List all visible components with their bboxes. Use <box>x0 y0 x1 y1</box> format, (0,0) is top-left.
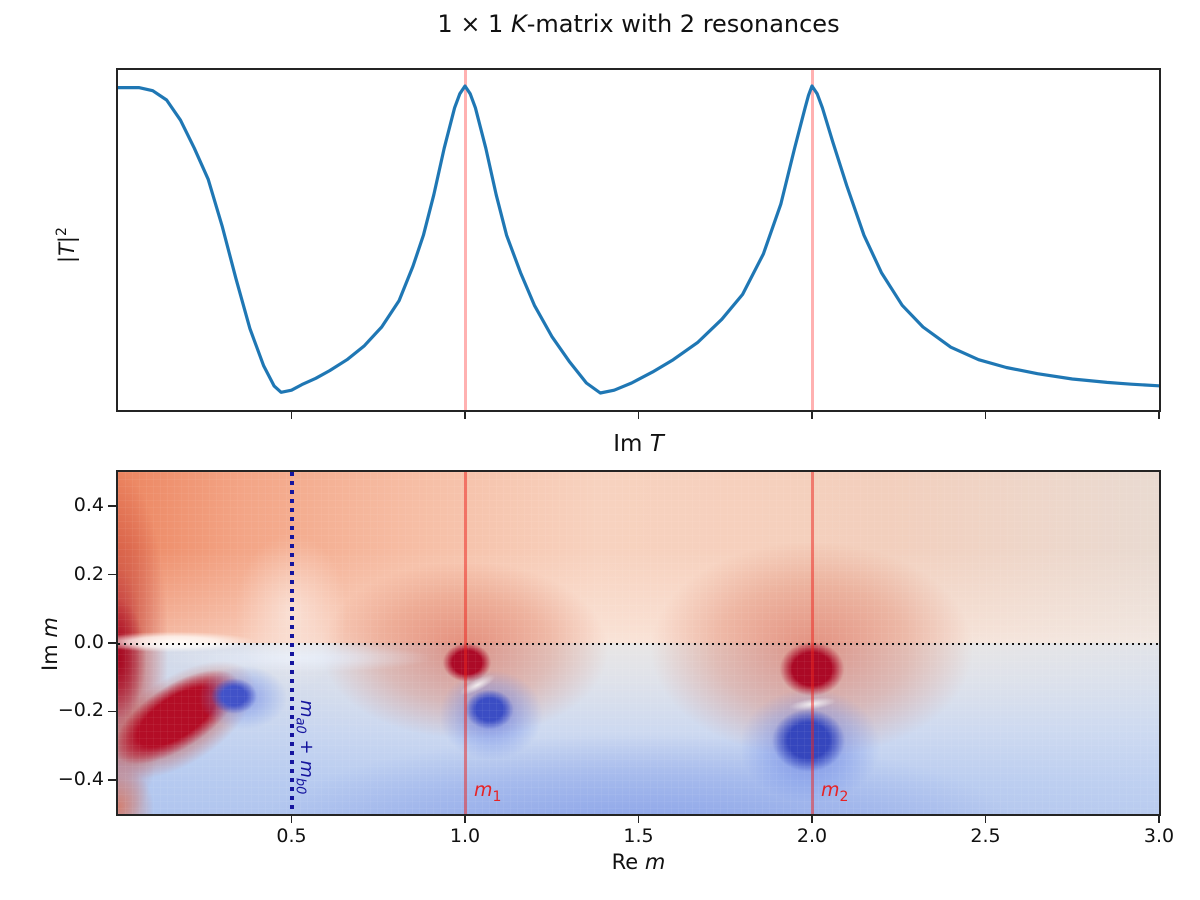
x-tick-label: 3.0 <box>1143 825 1175 847</box>
figure-title-variable: K <box>510 10 527 38</box>
top-plot-ylabel: |T|2 <box>54 227 79 263</box>
bottom-plot-title-prefix: Im <box>613 431 650 457</box>
bottom-plot-x-tick <box>290 816 293 823</box>
top-plot-ylabel-exponent: 2 <box>54 227 70 237</box>
bottom-plot-xlabel: Re m <box>116 850 1161 874</box>
tsquared-curve <box>118 84 1159 395</box>
y-tick-label: 0.2 <box>73 562 104 585</box>
x-tick-label: 0.5 <box>276 825 307 847</box>
top-plot-x-tick <box>464 412 466 419</box>
x-tick-label: 2.0 <box>796 825 828 847</box>
y-tick-label: 0.0 <box>73 631 104 653</box>
threshold-label-sub-b0: b0 <box>292 777 308 795</box>
bottom-plot-x-tick <box>984 816 987 823</box>
m2-label-sub: 2 <box>839 788 849 805</box>
top-plot-axes <box>116 68 1161 412</box>
top-resonance-line-m1 <box>463 70 467 410</box>
bottom-plot-xlabel-prefix: Re <box>611 850 645 874</box>
heatmap-feature-bottom-left-salmon <box>118 759 160 814</box>
bottom-plot-title: Im T <box>116 431 1161 457</box>
y-tick-label: −0.2 <box>57 699 104 722</box>
bottom-plot-x-tick <box>1158 816 1160 823</box>
top-plot-area <box>118 70 1159 410</box>
x-tick-label: 2.5 <box>970 825 1001 847</box>
bottom-plot-axes: m1 m2 ma0 + mb0 <box>116 470 1161 816</box>
im-zero-dotted-line <box>118 643 1159 645</box>
bottom-plot-y-tick <box>108 779 116 781</box>
bottom-plot-xlabel-variable: m <box>644 850 666 874</box>
x-tick-label: 1.5 <box>623 825 654 847</box>
top-resonance-line-m2 <box>810 70 814 410</box>
top-plot-ylabel-base: |T| <box>55 236 79 263</box>
threshold-label-m-b: m <box>296 760 317 778</box>
heatmap-feature-blue-core-m2 <box>766 705 851 776</box>
m1-label-sub: 1 <box>492 788 502 805</box>
threshold-dotted-line <box>290 472 294 814</box>
figure-title: 1 × 1 K-matrix with 2 resonances <box>116 10 1161 38</box>
threshold-label: ma0 + mb0 <box>292 700 317 794</box>
top-plot-x-tick <box>637 412 640 419</box>
bottom-plot-y-tick <box>108 642 116 644</box>
bottom-plot-x-tick <box>464 816 466 823</box>
bottom-plot-x-tick <box>811 816 813 823</box>
bottom-plot-x-tick <box>637 816 640 823</box>
threshold-label-m-a: m <box>296 700 317 718</box>
resonance-line-m1 <box>463 472 467 814</box>
threshold-label-sub-a0: a0 <box>292 717 308 734</box>
m2-label: m2 <box>821 779 848 805</box>
bottom-plot-y-tick <box>108 573 116 576</box>
top-plot-x-tick <box>1158 412 1160 419</box>
m1-label: m1 <box>474 779 501 805</box>
m2-label-base: m <box>821 779 840 801</box>
resonance-line-m2 <box>810 472 814 814</box>
y-tick-label: 0.4 <box>73 494 104 517</box>
x-tick-label: 1.0 <box>449 825 481 847</box>
figure-title-prefix: 1 × 1 <box>437 10 511 38</box>
y-tick-label: −0.4 <box>57 767 104 790</box>
heatmap-feature-blue-blob-left <box>207 674 262 718</box>
bottom-plot-title-variable: T <box>649 431 664 457</box>
figure-title-suffix: -matrix with 2 resonances <box>526 10 840 38</box>
im-t-heatmap: m1 m2 ma0 + mb0 <box>118 472 1159 814</box>
bottom-plot-y-tick <box>108 505 116 507</box>
threshold-label-plus: + <box>296 733 317 761</box>
tsquared-curve-svg <box>118 84 1159 395</box>
top-plot-x-tick <box>811 412 813 419</box>
m1-label-base: m <box>474 779 493 801</box>
top-plot-x-tick <box>984 412 987 419</box>
top-plot-x-tick <box>290 412 293 419</box>
bottom-plot-y-tick <box>108 710 116 713</box>
